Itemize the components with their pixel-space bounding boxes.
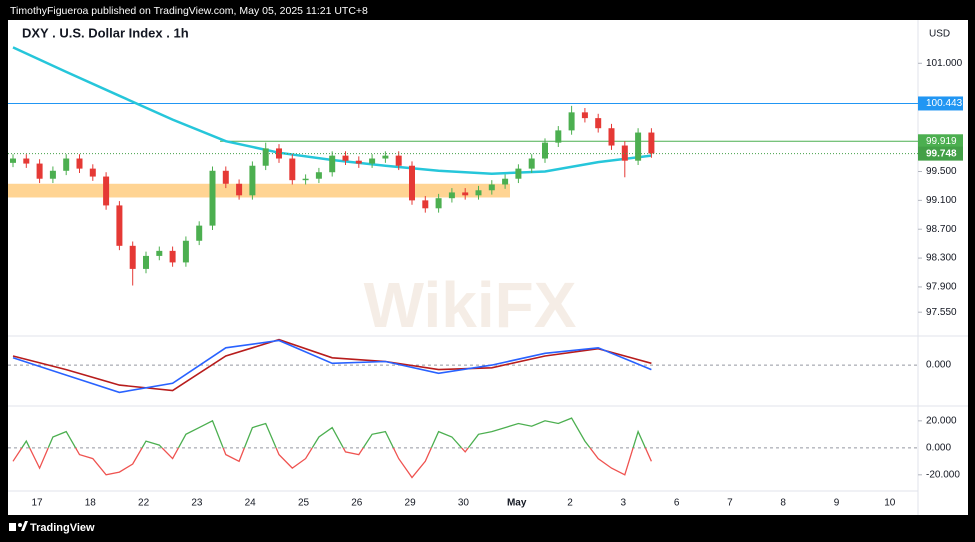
header: TimothyFigueroa published on TradingView… [10,5,368,17]
x-tick-label: 6 [674,498,680,509]
tradingview-logo [9,521,28,531]
x-tick-label: 30 [458,498,470,509]
y-tick-label: 98.300 [926,253,957,264]
level-label: 99.919 [926,136,957,147]
candle-body [249,165,256,196]
candle-body [129,245,136,269]
candle-body [448,192,455,199]
level-label-box [918,134,963,149]
x-tick-label: May [507,498,527,509]
candle-body [63,158,70,171]
y-tick-label: 0.000 [926,360,951,371]
candle-body [568,112,575,131]
candle-body [169,250,176,263]
watermark: WikiFX [364,269,577,341]
level-label-box [918,96,963,111]
candle-body [103,176,110,206]
candle-body [462,192,469,196]
currency: USD [929,29,950,40]
candle-body [23,158,30,164]
candle-body [143,255,149,269]
support-zone [8,183,510,198]
candle-body [515,168,522,179]
x-tick-label: 17 [31,498,43,509]
candle-body [395,155,402,166]
candle-body [608,128,615,146]
y-tick-label: 101.000 [926,58,963,69]
candle-body [89,168,96,177]
candle-body [36,163,43,179]
candle-body [196,225,203,241]
macd-line [12,339,652,394]
candle-body [156,250,163,256]
candle-body [595,118,602,129]
oscillator-down [12,447,652,479]
candle-body [435,198,442,209]
candle-body [502,178,509,185]
candle-body [222,170,229,184]
candle-body [542,142,548,159]
candle-body [262,148,269,166]
x-tick-label: 18 [85,498,97,509]
candle-body [76,158,83,169]
candle-body [635,132,642,161]
candle-body [355,160,362,164]
y-tick-label: 99.100 [926,195,957,206]
level-label: 100.443 [926,98,963,109]
chart-background [8,20,968,515]
candle-body [475,190,482,196]
oscillator-up [21,417,647,448]
x-tick-label: 2 [567,498,573,509]
y-tick-label: -20.000 [926,469,960,480]
candle-body [329,155,336,173]
x-tick-label: 22 [138,498,150,509]
candle-body [555,130,562,143]
x-tick-label: 24 [245,498,257,509]
last-price-box [918,146,963,161]
x-tick-label: 8 [780,498,786,509]
y-tick-label: 98.700 [926,224,957,235]
x-tick-label: 26 [351,498,363,509]
candle-body [302,178,309,181]
candle-body [342,155,349,161]
x-tick-label: 7 [727,498,733,509]
y-tick-label: 99.500 [926,166,957,177]
footer: TradingView [30,522,95,534]
candle-body [10,158,16,163]
x-tick-label: 29 [405,498,417,509]
candle-body [289,158,296,181]
x-tick-label: 3 [621,498,627,509]
macd-signal [12,338,652,392]
x-tick-label: 9 [834,498,840,509]
candle-body [315,172,322,179]
x-tick-label: 25 [298,498,310,509]
candle-body [422,200,429,209]
candle-body [382,155,389,159]
y-tick-label: 97.550 [926,307,957,318]
candle-body [581,112,588,119]
candle-body [528,158,535,169]
candle-body [49,170,56,179]
candle-body [116,205,123,246]
candle-body [488,184,495,191]
y-tick-label: 0.000 [926,442,951,453]
candle-body [209,170,216,226]
candle-body [648,132,655,154]
candle-body [369,158,376,164]
candle-body [409,165,415,201]
candle-body [236,183,243,196]
candle-body [182,240,189,263]
y-tick-label: 97.900 [926,282,957,293]
chart-title: DXY . U.S. Dollar Index . 1h [22,25,189,40]
candle-body [621,145,628,161]
x-tick-label: 23 [191,498,203,509]
y-tick-label: 20.000 [926,415,957,426]
last-price-label: 99.748 [926,148,957,159]
x-tick-label: 10 [884,498,896,509]
